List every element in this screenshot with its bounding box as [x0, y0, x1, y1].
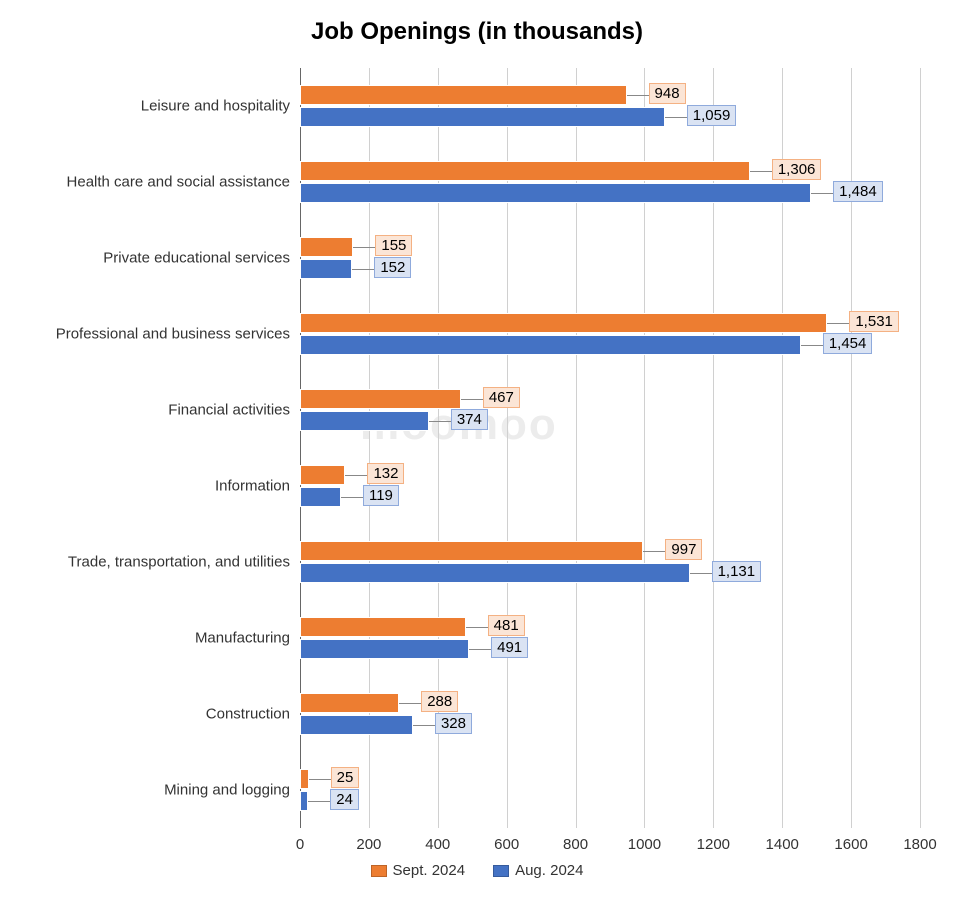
value-label: 119	[363, 485, 399, 506]
value-label: 491	[491, 637, 528, 658]
category-label: Health care and social assistance	[67, 174, 290, 191]
value-leader	[750, 171, 772, 172]
bar	[300, 161, 750, 181]
value-leader	[466, 627, 488, 628]
value-leader	[309, 779, 331, 780]
gridline	[576, 68, 577, 828]
x-tick-label: 200	[356, 836, 381, 853]
value-label: 328	[435, 713, 472, 734]
value-leader	[801, 345, 823, 346]
value-label: 24	[330, 789, 359, 810]
value-leader	[690, 573, 712, 574]
job-openings-chart: Job Openings (in thousands) moomoo 9481,…	[0, 0, 954, 897]
value-label: 997	[665, 539, 702, 560]
x-tick-label: 1400	[766, 836, 799, 853]
value-leader	[345, 475, 367, 476]
bar	[300, 465, 345, 485]
x-tick-label: 800	[563, 836, 588, 853]
value-leader	[308, 801, 330, 802]
x-tick-label: 600	[494, 836, 519, 853]
value-label: 374	[451, 409, 488, 430]
value-label: 155	[375, 235, 412, 256]
value-label: 1,131	[712, 561, 762, 582]
gridline	[369, 68, 370, 828]
bar	[300, 563, 690, 583]
bar	[300, 487, 341, 507]
value-label: 467	[483, 387, 520, 408]
gridline	[782, 68, 783, 828]
bar	[300, 335, 801, 355]
value-label: 25	[331, 767, 360, 788]
bar	[300, 107, 665, 127]
bar	[300, 313, 827, 333]
gridline	[920, 68, 921, 828]
bar	[300, 183, 811, 203]
category-label: Manufacturing	[195, 630, 290, 647]
value-leader	[469, 649, 491, 650]
bar	[300, 791, 308, 811]
category-label: Information	[215, 478, 290, 495]
x-tick-label: 1800	[903, 836, 936, 853]
value-label: 1,531	[849, 311, 899, 332]
bar	[300, 617, 466, 637]
value-leader	[352, 269, 374, 270]
bar	[300, 769, 309, 789]
bar	[300, 541, 643, 561]
legend-swatch	[493, 865, 509, 877]
legend-swatch	[371, 865, 387, 877]
value-leader	[429, 421, 451, 422]
value-label: 1,306	[772, 159, 822, 180]
x-tick-label: 400	[425, 836, 450, 853]
value-leader	[461, 399, 483, 400]
bar	[300, 259, 352, 279]
value-leader	[627, 95, 649, 96]
bar	[300, 85, 627, 105]
plot-area: 9481,059 1,306 1,484 155152 1,5311,454 467374…	[300, 68, 920, 828]
category-label: Mining and logging	[164, 782, 290, 799]
value-label: 481	[488, 615, 525, 636]
x-tick-label: 1600	[834, 836, 867, 853]
bar	[300, 237, 353, 257]
legend-item: Aug. 2024	[493, 862, 583, 879]
bar	[300, 389, 461, 409]
x-tick-label: 0	[296, 836, 304, 853]
category-label: Construction	[206, 706, 290, 723]
x-tick-label: 1200	[697, 836, 730, 853]
value-label: 152	[374, 257, 411, 278]
value-label: 1,059	[687, 105, 737, 126]
category-label: Private educational services	[103, 250, 290, 267]
bar	[300, 411, 429, 431]
value-leader	[413, 725, 435, 726]
value-leader	[643, 551, 665, 552]
value-leader	[341, 497, 363, 498]
value-leader	[811, 193, 833, 194]
legend-item: Sept. 2024	[371, 862, 466, 879]
x-tick-label: 1000	[628, 836, 661, 853]
category-label: Trade, transportation, and utilities	[68, 554, 290, 571]
legend-label: Sept. 2024	[393, 862, 466, 879]
bar	[300, 693, 399, 713]
chart-title: Job Openings (in thousands)	[0, 18, 954, 46]
category-label: Financial activities	[168, 402, 290, 419]
value-label: 1,454	[823, 333, 873, 354]
value-label: 132	[367, 463, 404, 484]
gridline	[507, 68, 508, 828]
bar	[300, 715, 413, 735]
bar	[300, 639, 469, 659]
legend-label: Aug. 2024	[515, 862, 583, 879]
category-label: Professional and business services	[56, 326, 290, 343]
legend: Sept. 2024 Aug. 2024	[0, 862, 954, 879]
value-leader	[827, 323, 849, 324]
y-axis-line	[300, 68, 301, 828]
value-label: 948	[649, 83, 686, 104]
value-leader	[665, 117, 687, 118]
gridline	[713, 68, 714, 828]
value-leader	[399, 703, 421, 704]
value-label: 1,484	[833, 181, 883, 202]
category-label: Leisure and hospitality	[141, 98, 290, 115]
gridline	[644, 68, 645, 828]
value-leader	[353, 247, 375, 248]
value-label: 288	[421, 691, 458, 712]
